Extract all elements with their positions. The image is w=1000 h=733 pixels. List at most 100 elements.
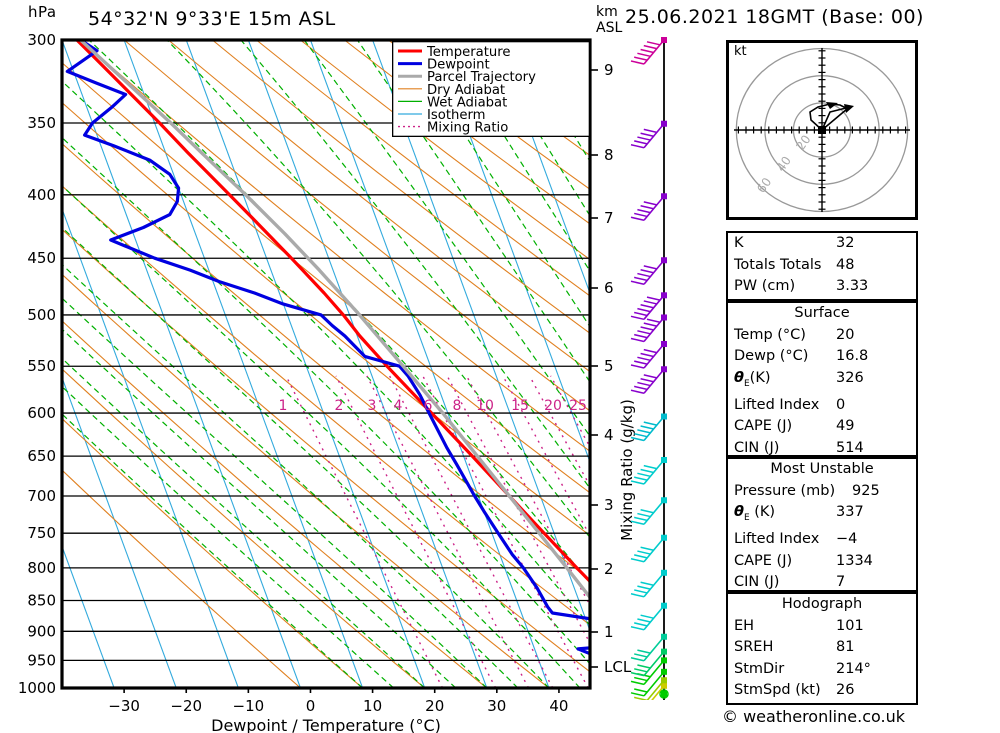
svg-text:8: 8 [604,146,614,164]
row-label: CIN (J) [734,439,780,456]
row-value: 514 [836,439,864,456]
row-value: 214° [836,660,871,677]
svg-text:350: 350 [27,114,56,132]
most-unstable-title: Most Unstable [770,461,874,477]
svg-text:LCL: LCL [604,658,632,676]
row-value: 81 [836,639,855,655]
svg-text:600: 600 [27,404,56,422]
row-label-theta-e: θE(K) [734,369,771,389]
svg-text:900: 900 [27,622,56,640]
station-title: 54°32'N 9°33'E 15m ASL [88,8,336,30]
svg-text:850: 850 [27,592,56,610]
row-label: CAPE (J) [734,552,793,569]
table-row: SREH 81 [728,637,916,659]
table-row: CIN (J) 7 [728,572,916,594]
height-unit-label-1: km [596,4,618,20]
table-row: Temp (°C) 20 [728,325,916,347]
svg-text:30: 30 [487,697,506,715]
svg-text:700: 700 [27,487,56,505]
table-row: PW (cm) 3.33 [728,276,916,298]
svg-text:10: 10 [363,697,382,715]
table-row: Totals Totals 48 [728,255,916,277]
svg-text:−30: −30 [108,697,140,715]
svg-text:8: 8 [453,398,462,414]
row-label: StmSpd (kt) [734,682,821,698]
pressure-unit-label: hPa [28,3,57,21]
row-label: StmDir [734,660,785,677]
svg-text:4: 4 [394,398,403,414]
svg-text:4: 4 [604,426,614,444]
row-label: EH [734,617,755,634]
svg-text:Dewpoint: Dewpoint [427,58,490,73]
row-label: Pressure (mb) [734,482,836,499]
row-label: PW (cm) [734,278,796,294]
copyright-label: © weatheronline.co.uk [722,707,905,726]
hodograph-stats-table: Hodograph EH 101 SREH 81 StmDir 214° Stm… [726,592,918,705]
row-label: SREH [734,639,774,655]
height-unit-label-2: ASL [596,20,623,36]
row-label: CAPE (J) [734,418,793,435]
row-value: 26 [836,682,855,698]
svg-text:10: 10 [476,398,494,414]
svg-text:650: 650 [27,447,56,465]
svg-text:950: 950 [27,651,56,669]
svg-text:1: 1 [279,398,288,414]
row-value: 326 [836,369,864,386]
svg-text:15: 15 [511,398,529,414]
svg-text:9: 9 [604,61,614,79]
datetime-label: 25.06.2021 18GMT (Base: 00) [625,6,924,28]
svg-text:Mixing Ratio: Mixing Ratio [427,121,508,136]
svg-text:−20: −20 [170,697,202,715]
svg-text:0: 0 [306,697,316,715]
wind-barb-column [630,37,669,700]
hodograph-stats-title: Hodograph [781,596,863,612]
row-value: 49 [836,418,855,435]
svg-text:2: 2 [604,560,614,578]
table-row: CAPE (J) 1334 [728,551,916,573]
svg-text:Temperature: Temperature [426,45,511,60]
svg-text:−10: −10 [233,697,265,715]
svg-text:450: 450 [27,249,56,267]
row-label-theta-e: θE (K) [734,504,776,523]
svg-text:25: 25 [569,398,587,414]
row-value: 1334 [836,552,873,569]
svg-text:3: 3 [368,398,377,414]
table-row: StmSpd (kt) 26 [728,680,916,702]
svg-text:6: 6 [424,398,433,414]
table-row: CAPE (J) 49 [728,416,916,438]
row-value: 16.8 [836,348,869,364]
row-label: Totals Totals [734,256,822,273]
svg-text:20: 20 [425,697,444,715]
svg-text:Wet Adiabat: Wet Adiabat [427,95,507,110]
svg-text:40: 40 [549,697,568,715]
table-row: Lifted Index −4 [728,529,916,551]
svg-text:20: 20 [544,398,562,414]
svg-text:800: 800 [27,559,56,577]
row-label: CIN (J) [734,574,780,591]
skewt-diagram: 3003504004505005506006507007508008509009… [18,31,636,733]
svg-text:5: 5 [604,357,614,375]
svg-text:550: 550 [27,357,56,375]
svg-text:400: 400 [27,186,56,204]
row-label: Dewp (°C) [734,348,809,364]
table-row: Lifted Index 0 [728,395,916,417]
row-value: 3.33 [836,278,869,294]
svg-text:Dewpoint / Temperature (°C): Dewpoint / Temperature (°C) [211,716,441,733]
svg-text:Isotherm: Isotherm [427,108,486,123]
svg-text:2: 2 [335,398,344,414]
svg-text:750: 750 [27,524,56,542]
row-value: 925 [852,482,880,499]
row-value: −4 [836,531,858,548]
svg-text:7: 7 [604,209,614,227]
row-value: 337 [836,504,864,520]
svg-text:1: 1 [604,623,614,641]
table-row: StmDir 214° [728,659,916,681]
surface-title: Surface [794,305,850,321]
table-row: Dewp (°C) 16.8 [728,346,916,368]
most-unstable-table: Most Unstable Pressure (mb) 925 θE (K) 3… [726,457,918,592]
indices-block1-table: K 32 Totals Totals 48 PW (cm) 3.33 [726,231,918,301]
table-row: θE (K) 337 [728,502,916,529]
row-value: 0 [836,396,846,413]
row-label: Temp (°C) [734,326,806,343]
